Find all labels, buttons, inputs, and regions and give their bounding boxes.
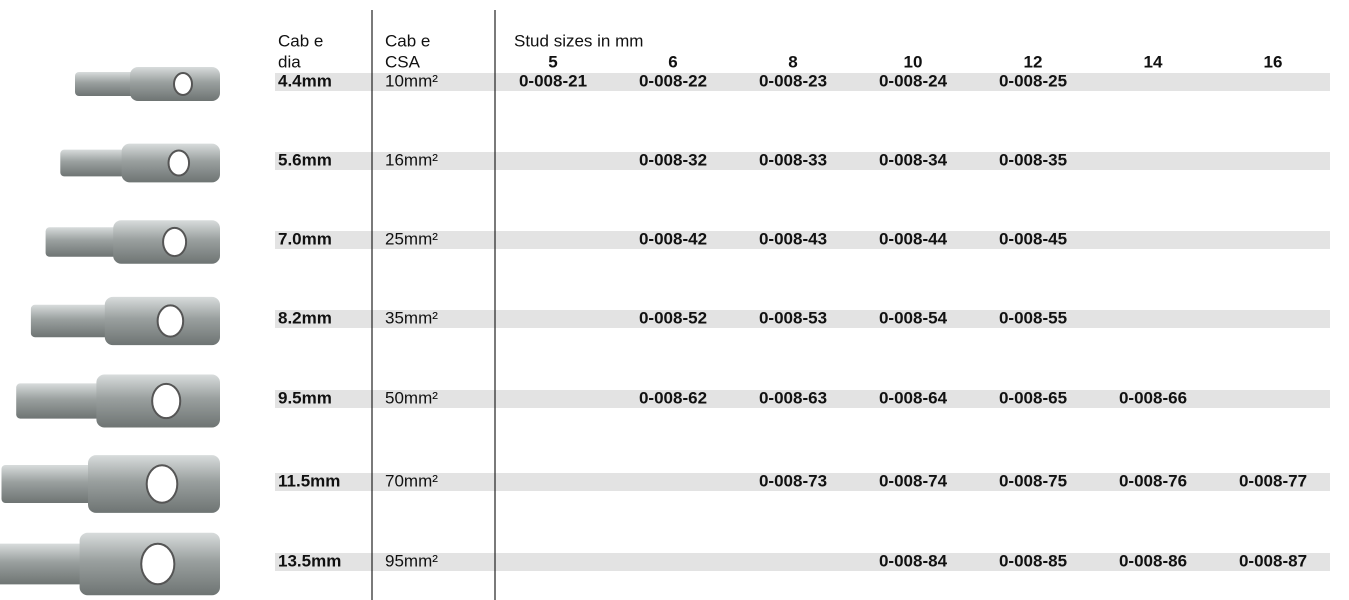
lug-icon xyxy=(75,67,220,101)
part-number: 0-008-63 xyxy=(759,388,827,407)
stud-size: 5 xyxy=(548,52,557,71)
header-dia: dia xyxy=(278,52,301,71)
lug-hole xyxy=(145,464,179,504)
cable-csa: 25mm² xyxy=(385,229,438,248)
part-number: 0-008-74 xyxy=(879,471,948,490)
lug-hole xyxy=(173,72,193,96)
part-number: 0-008-24 xyxy=(879,71,948,90)
cable-csa: 95mm² xyxy=(385,551,438,570)
row-band xyxy=(275,231,1330,249)
lug-barrel xyxy=(60,149,129,177)
lug-icon xyxy=(16,374,220,428)
cable-dia: 7.0mm xyxy=(278,229,332,248)
row-band xyxy=(275,310,1330,328)
part-number: 0-008-66 xyxy=(1119,388,1187,407)
part-number: 0-008-35 xyxy=(999,150,1067,169)
part-number: 0-008-55 xyxy=(999,308,1067,327)
part-number: 0-008-44 xyxy=(879,229,948,248)
part-number: 0-008-43 xyxy=(759,229,827,248)
lug-icon xyxy=(30,296,220,346)
cable-dia: 4.4mm xyxy=(278,71,332,90)
lug-icon xyxy=(60,143,220,183)
part-number: 0-008-45 xyxy=(999,229,1067,248)
part-number: 0-008-77 xyxy=(1239,471,1307,490)
lug-hole xyxy=(151,382,182,420)
lug-icon xyxy=(0,532,220,596)
part-number: 0-008-64 xyxy=(879,388,948,407)
part-number: 0-008-75 xyxy=(999,471,1067,490)
part-number: 0-008-22 xyxy=(639,71,707,90)
header-dia: Cab e xyxy=(278,31,323,50)
lug-barrel xyxy=(0,543,98,585)
stud-size: 8 xyxy=(788,52,797,71)
header-csa: CSA xyxy=(385,52,421,71)
part-number: 0-008-85 xyxy=(999,551,1067,570)
lug-hole xyxy=(162,226,188,258)
stud-size: 12 xyxy=(1024,52,1043,71)
lug-hole xyxy=(140,542,176,586)
part-number: 0-008-87 xyxy=(1239,551,1307,570)
cable-csa: 50mm² xyxy=(385,388,438,407)
cable-csa: 16mm² xyxy=(385,150,438,169)
part-number: 0-008-84 xyxy=(879,551,948,570)
row-band xyxy=(275,390,1330,408)
part-number: 0-008-54 xyxy=(879,308,948,327)
lug-hole xyxy=(167,149,191,177)
part-number: 0-008-65 xyxy=(999,388,1067,407)
stud-size: 16 xyxy=(1264,52,1283,71)
lug-barrel xyxy=(1,465,104,503)
stud-size: 6 xyxy=(668,52,677,71)
lug-barrel xyxy=(16,383,110,419)
cable-dia: 8.2mm xyxy=(278,308,332,327)
lug-icon xyxy=(1,455,220,513)
cable-dia: 13.5mm xyxy=(278,551,341,570)
lug-hole xyxy=(156,304,185,338)
row-band xyxy=(275,473,1330,491)
lug-barrel xyxy=(30,304,117,338)
cable-dia: 11.5mm xyxy=(278,471,340,490)
lug-barrel xyxy=(45,227,123,257)
cable-dia: 5.6mm xyxy=(278,150,332,169)
part-number: 0-008-62 xyxy=(639,388,707,407)
part-number: 0-008-73 xyxy=(759,471,827,490)
lug-barrel xyxy=(75,72,135,96)
stud-size: 10 xyxy=(904,52,923,71)
header-csa: Cab e xyxy=(385,31,430,50)
part-number: 0-008-76 xyxy=(1119,471,1187,490)
part-number: 0-008-53 xyxy=(759,308,827,327)
cable-csa: 10mm² xyxy=(385,71,438,90)
part-number: 0-008-32 xyxy=(639,150,707,169)
cable-csa: 70mm² xyxy=(385,471,438,490)
header-stud-title: Stud sizes in mm xyxy=(514,31,643,50)
stud-size: 14 xyxy=(1144,52,1163,71)
row-band xyxy=(275,73,1330,91)
row-band xyxy=(275,553,1330,571)
part-number: 0-008-33 xyxy=(759,150,827,169)
part-number: 0-008-23 xyxy=(759,71,827,90)
lug-icon xyxy=(45,220,220,264)
part-number: 0-008-34 xyxy=(879,150,948,169)
cable-dia: 9.5mm xyxy=(278,388,332,407)
cable-csa: 35mm² xyxy=(385,308,438,327)
row-band xyxy=(275,152,1330,170)
part-number: 0-008-42 xyxy=(639,229,707,248)
part-number: 0-008-86 xyxy=(1119,551,1187,570)
part-number: 0-008-52 xyxy=(639,308,707,327)
part-number: 0-008-21 xyxy=(519,71,587,90)
part-number: 0-008-25 xyxy=(999,71,1067,90)
